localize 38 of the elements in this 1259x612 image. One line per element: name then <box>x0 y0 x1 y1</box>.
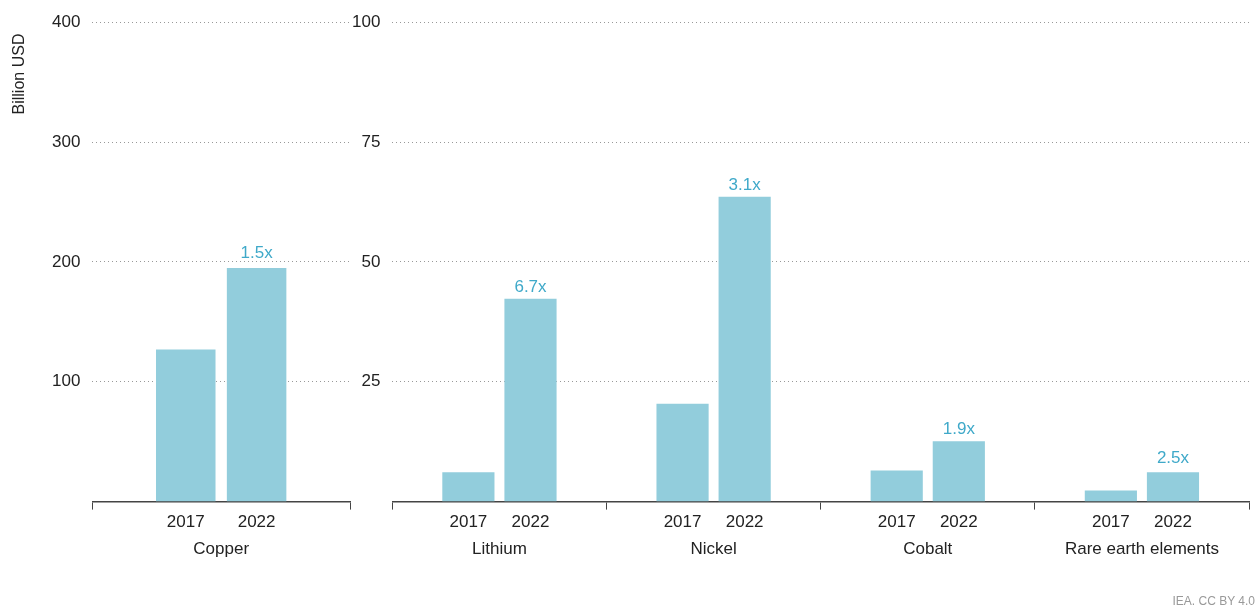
x-tick-label: Nickel <box>690 539 737 559</box>
y-tick-label: 200 <box>51 251 81 271</box>
text: 2022 <box>725 511 764 531</box>
bar <box>656 403 709 502</box>
annotation: 3.1x <box>728 174 762 194</box>
bar <box>504 298 557 502</box>
text: IEA. CC BY 4.0 <box>1172 594 1255 608</box>
y-tick-label: 400 <box>51 11 81 31</box>
text: 2017 <box>663 511 702 531</box>
y-tick-label: 25 <box>361 371 381 391</box>
text: 2017 <box>1091 511 1130 531</box>
x-tick-label: Lithium <box>472 539 527 559</box>
bar <box>932 441 985 502</box>
y-tick-label: 100 <box>351 11 381 31</box>
annotation: 6.7x <box>514 277 548 296</box>
series-label: 2017 <box>449 511 488 531</box>
x-tick-label: Cobalt <box>903 539 953 559</box>
text: 2022 <box>1154 511 1192 531</box>
bar <box>442 472 495 502</box>
y-tick-label: 300 <box>51 131 81 151</box>
x-tick-label: Rare earth elements <box>1064 539 1219 559</box>
y-tick-label: 75 <box>361 131 381 151</box>
series-label: 2022 <box>511 511 550 531</box>
annotation: 1.5x <box>240 243 274 263</box>
y-tick-label: 50 <box>361 251 381 271</box>
annotation: 1.9x <box>942 419 976 439</box>
text: 2022 <box>939 511 978 531</box>
bar <box>1084 490 1137 502</box>
y-axis-title: Billion USD <box>10 32 28 117</box>
text: 2017 <box>877 511 916 531</box>
bar <box>718 196 771 502</box>
bar <box>1146 472 1200 502</box>
y-tick-label: 100 <box>51 371 81 391</box>
series-label: 2022 <box>237 511 276 531</box>
annotation: 2.5x <box>1156 447 1190 467</box>
series-label: 2017 <box>166 511 205 531</box>
x-tick-label: Copper <box>193 539 250 559</box>
bar <box>870 470 923 502</box>
